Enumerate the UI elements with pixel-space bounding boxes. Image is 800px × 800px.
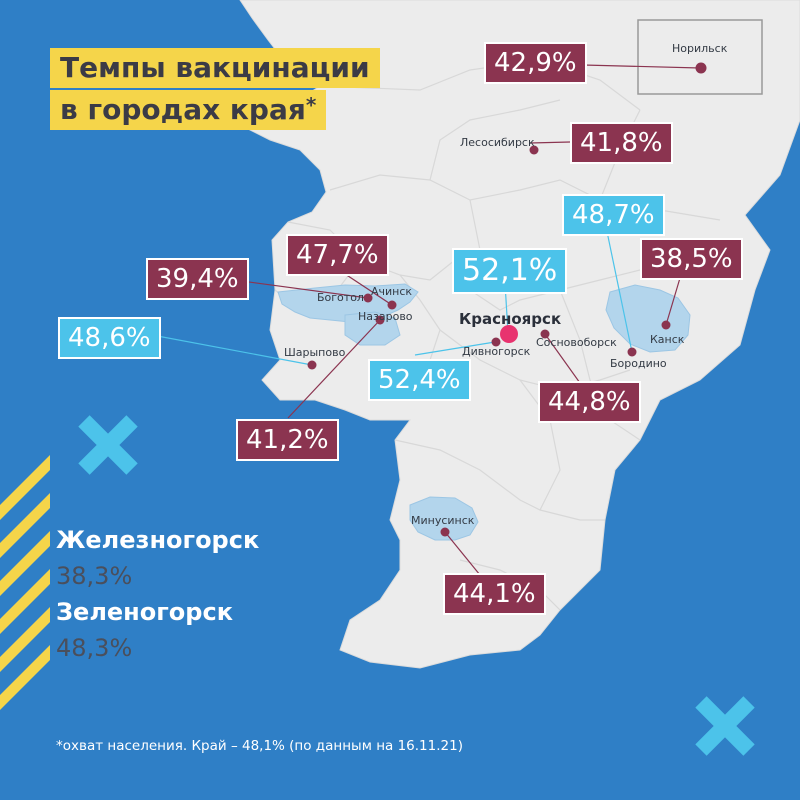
minusinsk-area: [409, 496, 479, 541]
city-label-nazarovo: Назарово: [358, 310, 413, 323]
connector-lines: [151, 64, 701, 576]
bogotol-achinsk-area: [277, 283, 419, 323]
badge-borodino: 48,7%: [562, 194, 665, 236]
lesosibirsk-marker: [529, 145, 539, 155]
nazarovo-marker: [375, 315, 385, 325]
city-label-divnogorsk: Дивногорск: [462, 345, 531, 358]
badge-nazarovo: 41,2%: [236, 419, 339, 461]
badge-divnogorsk: 52,4%: [368, 359, 471, 401]
city-label-bogotol: Боготол: [317, 291, 364, 304]
badge-krasnoyarsk: 52,1%: [452, 248, 568, 294]
region-landmass: [239, 0, 800, 669]
sosnovoborsk-marker: [540, 329, 550, 339]
city-label-borodino: Бородино: [610, 357, 667, 370]
city-label-sosnovoborsk: Сосновоборск: [536, 336, 617, 349]
borodino-marker: [627, 347, 637, 357]
badge-norilsk: 42,9%: [484, 42, 587, 84]
norilsk-frame: [637, 19, 763, 95]
city-label-kansk: Канск: [650, 333, 685, 346]
city-label-krasnoyarsk: Красноярск: [459, 310, 562, 328]
footnote: *охват населения. Край – 48,1% (по данны…: [56, 738, 463, 754]
title-asterisk: *: [305, 93, 317, 117]
achinsk-marker: [387, 300, 397, 310]
sharypovo-marker: [307, 360, 317, 370]
title-line-1: Темпы вакцинации: [50, 48, 380, 88]
city-label-lesosibirsk: Лесосибирск: [460, 136, 535, 149]
title-text-1: Темпы вакцинации: [60, 51, 370, 84]
kansk-area: [605, 284, 691, 353]
decorative-cross-right: [695, 696, 755, 756]
city-label-norilsk: Норильск: [672, 42, 728, 55]
kansk-marker: [661, 320, 671, 330]
bogotol-marker: [363, 293, 373, 303]
city-label-achinsk: Ачинск: [371, 285, 413, 298]
krasnoyarsk-marker: [500, 325, 518, 343]
side-city-name-2: Зеленогорск: [56, 598, 233, 626]
badge-kansk: 38,5%: [640, 238, 743, 280]
title-text-2: в городах края: [60, 93, 306, 126]
city-markers: [307, 62, 707, 537]
minusinsk-marker: [440, 527, 450, 537]
badge-sosnovoborsk: 44,8%: [538, 381, 641, 423]
norilsk-marker: [695, 62, 707, 74]
city-label-minusinsk: Минусинск: [411, 514, 475, 527]
side-city-value-1: 38,3%: [56, 562, 133, 590]
side-city-value-2: 48,3%: [56, 634, 133, 662]
divnogorsk-marker: [491, 337, 501, 347]
badge-bogotol: 39,4%: [146, 258, 249, 300]
decorative-cross-left: [78, 415, 138, 475]
badge-lesosibirsk: 41,8%: [570, 122, 673, 164]
badge-sharypovo: 48,6%: [58, 317, 161, 359]
badge-achinsk: 47,7%: [286, 234, 389, 276]
decorative-stripes: [0, 455, 50, 710]
title-line-2: в городах края*: [50, 90, 327, 130]
city-label-sharypovo: Шарыпово: [284, 346, 346, 359]
badge-minusinsk: 44,1%: [443, 573, 546, 615]
side-city-name-1: Железногорск: [56, 526, 260, 554]
